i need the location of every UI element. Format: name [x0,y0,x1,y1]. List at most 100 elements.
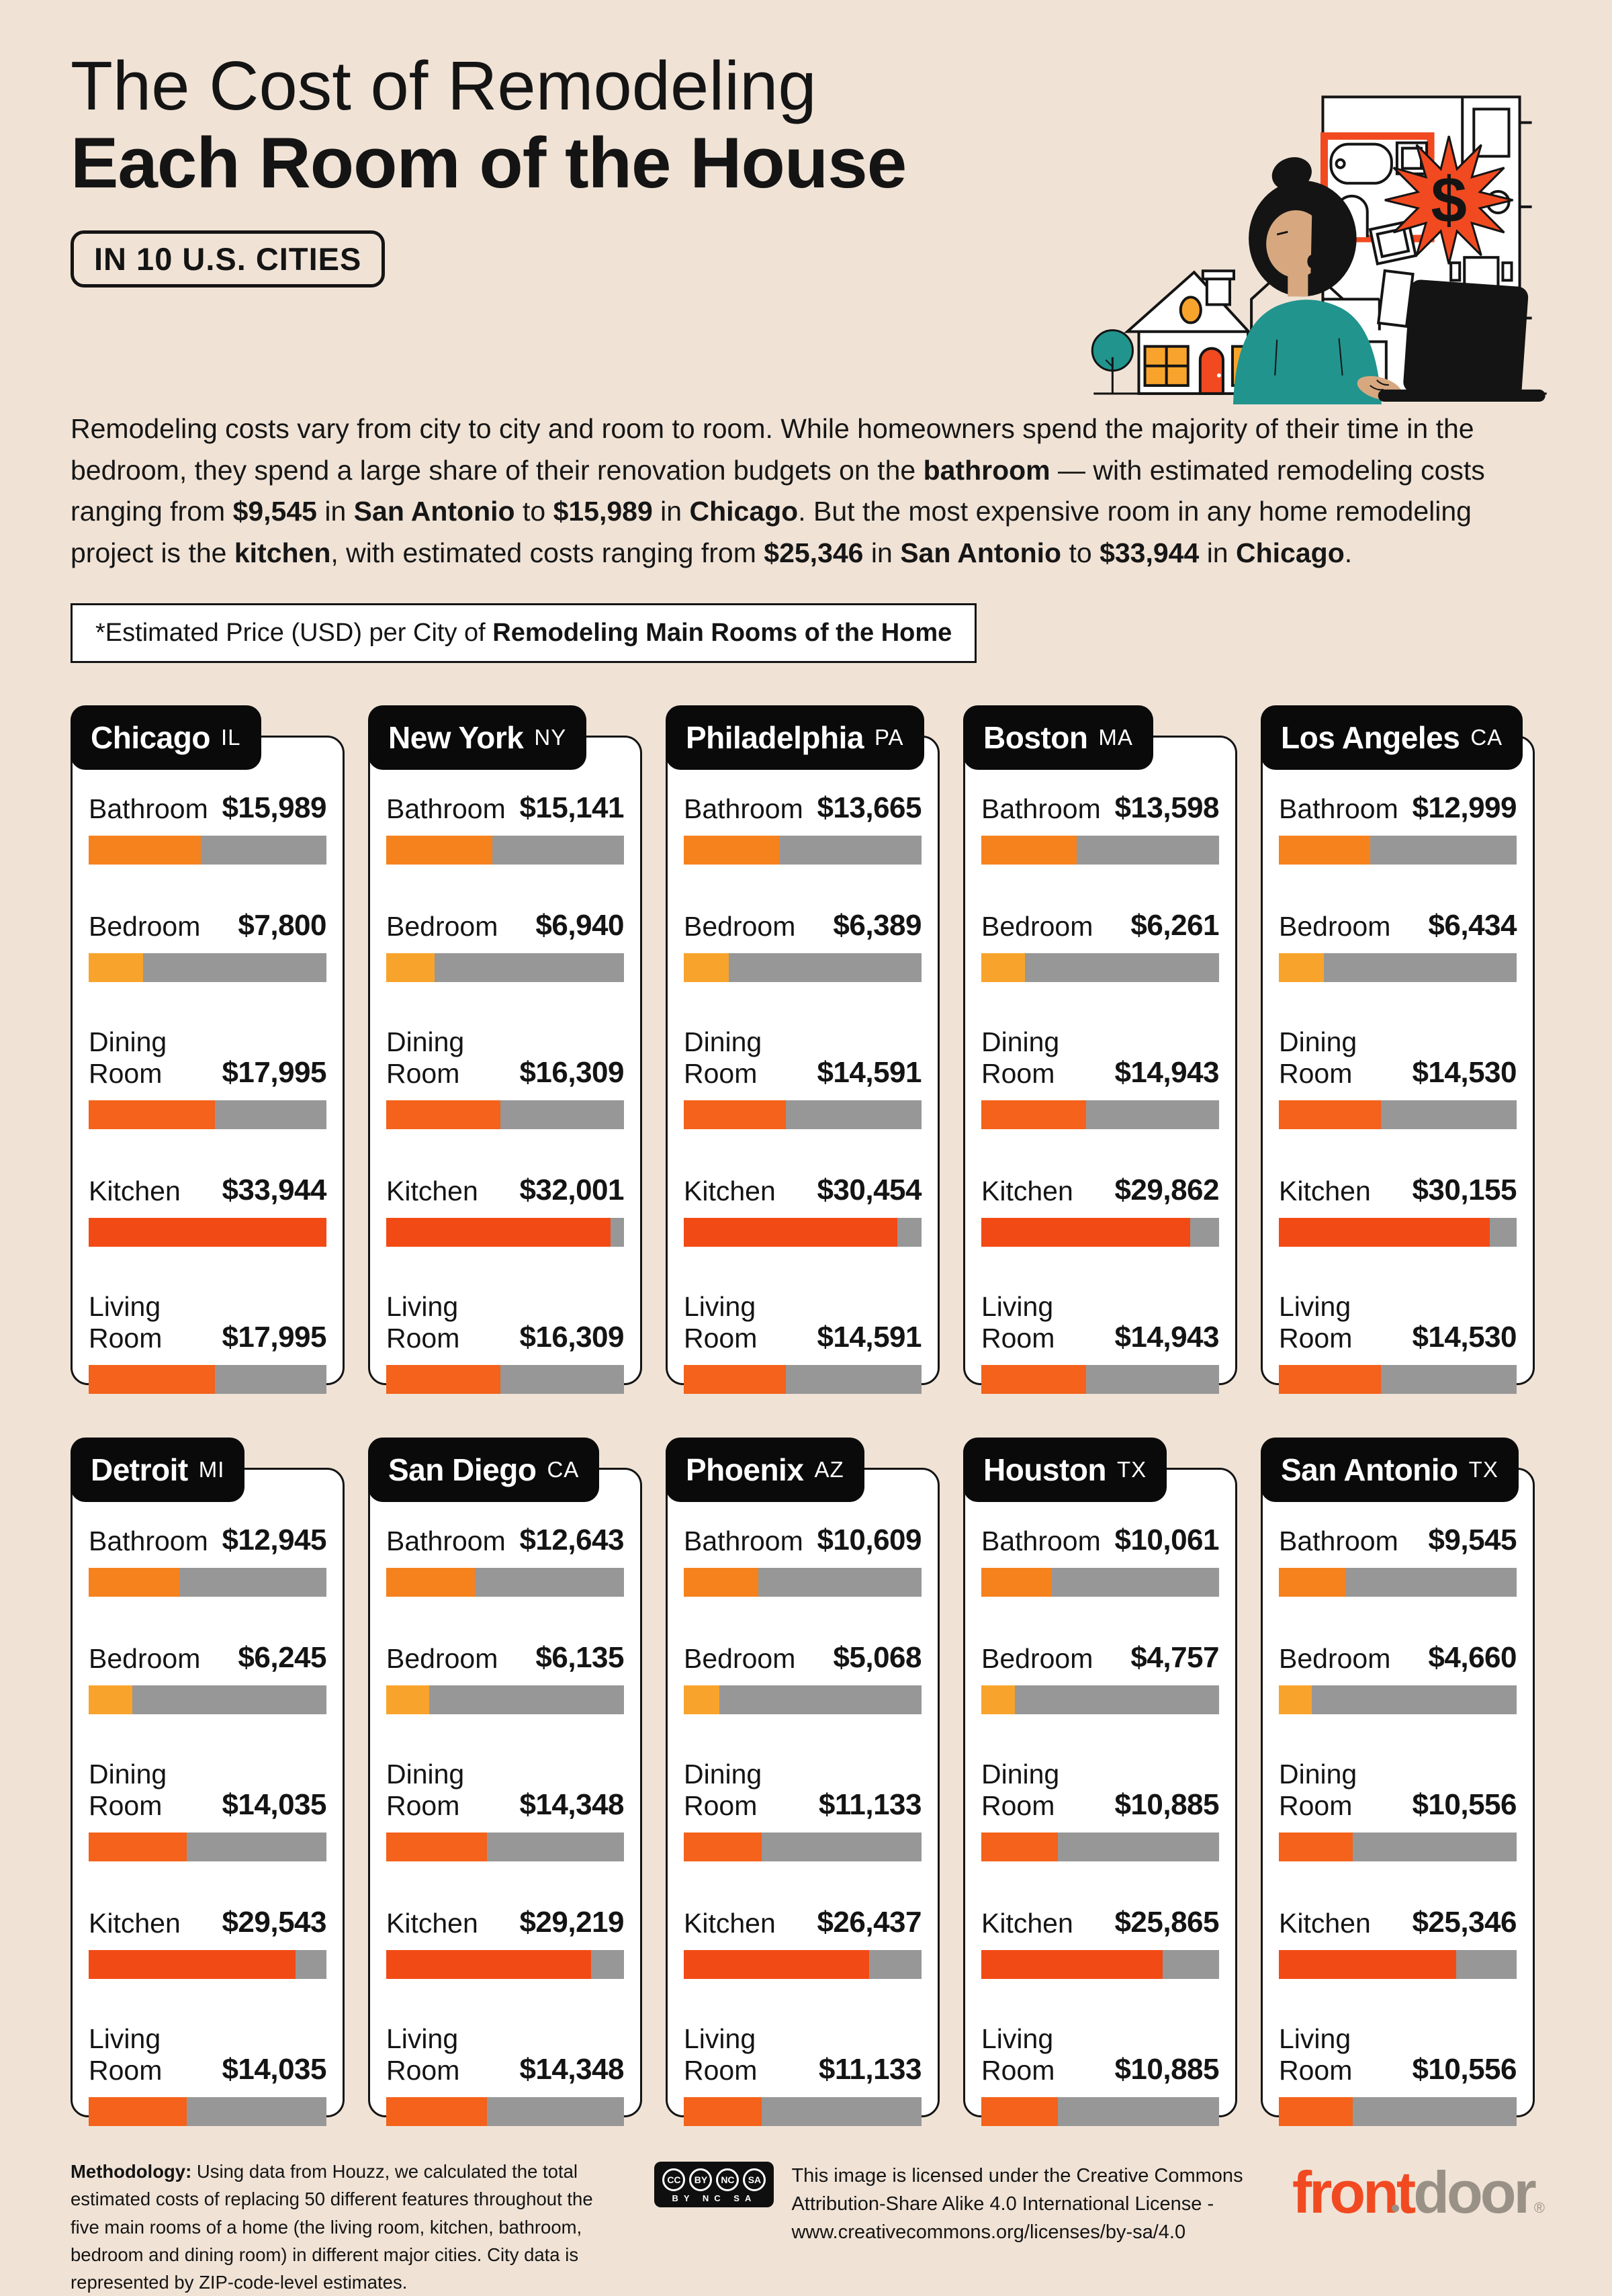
cost-bar [386,1100,624,1129]
room-label: Dining Room [89,1759,167,1821]
room-label: Bedroom [1279,1643,1391,1674]
card-rooms: Bathroom $13,665 Bedroom $6,389 Dining R… [684,791,922,1394]
cost-bar [89,2097,326,2126]
room-row: Dining Room $17,995 [89,1026,326,1129]
room-label: Dining Room [981,1759,1060,1821]
room-label: Dining Room [684,1759,762,1821]
cost-bar [684,1100,922,1129]
room-label: Bathroom [981,793,1101,824]
cost-bar [89,953,326,982]
cost-bar [89,1100,326,1129]
city-name: Philadelphia [686,720,864,755]
cost-bar-fill [1279,1950,1457,1979]
room-price: $12,999 [1412,791,1517,824]
cards-grid: Chicago IL Bathroom $15,989 Bedroom $7,8… [71,705,1548,2126]
room-price: $15,141 [519,791,624,824]
license-block: CC BY NC SA BY NC SA This image is licensed… [654,2162,1245,2246]
methodology-label: Methodology: [71,2161,192,2182]
room-price: $6,135 [535,1641,624,1674]
cost-bar-fill [981,1568,1052,1597]
room-label: Dining Room [89,1026,167,1089]
cc-sa-icon: SA [743,2168,766,2191]
cost-bar [89,1365,326,1394]
room-price: $7,800 [238,909,326,942]
cost-bar [684,1833,922,1861]
cc-icons: CC BY NC SA [662,2168,766,2191]
subtitle-badge: IN 10 U.S. CITIES [71,230,386,288]
cost-bar-fill [981,1685,1015,1714]
room-price: $10,061 [1114,1524,1219,1556]
room-row: Bathroom $13,665 [684,791,922,865]
frontdoor-logo: frontdoor® [1292,2163,1545,2222]
cost-bar [89,1568,326,1597]
cost-bar-fill [386,2097,487,2126]
room-price: $25,346 [1412,1906,1517,1939]
room-label: Kitchen [89,1176,181,1206]
room-label: Living Room [386,2023,460,2086]
picture-frames [1368,220,1418,328]
city-name: Boston [983,720,1088,755]
city-card-header: Chicago IL [71,705,261,770]
room-price: $29,862 [1114,1174,1219,1206]
cost-bar [981,836,1219,865]
room-label: Kitchen [1279,1908,1371,1939]
room-label: Living Room [89,2023,163,2086]
cost-bar-fill [386,1218,611,1247]
room-row: Bedroom $7,800 [89,909,326,982]
dollar-starburst-icon: $ [1384,136,1513,265]
room-label: Bedroom [684,911,796,942]
cost-bar [386,836,624,865]
cost-bar-fill [684,836,780,865]
room-row: Kitchen $29,543 [89,1906,326,1979]
room-label: Bathroom [981,1526,1101,1556]
room-price: $16,309 [519,1056,624,1089]
cost-bar-fill [981,953,1026,982]
city-name: Chicago [91,720,210,755]
room-label: Dining Room [981,1026,1060,1089]
city-card-header: San Antonio TX [1261,1438,1519,1502]
city-state: PA [874,725,904,750]
room-label: Kitchen [386,1176,478,1206]
room-price: $6,434 [1428,909,1517,942]
room-row: Living Room $14,530 [1279,1291,1517,1394]
room-price: $11,133 [818,1788,922,1821]
room-price: $14,035 [222,1788,326,1821]
cost-bar-fill [684,2097,762,2126]
page-title-line1: The Cost of Remodeling [71,47,817,124]
city-card-header: San Diego CA [368,1438,600,1502]
room-price: $14,591 [817,1056,922,1089]
room-price: $12,643 [519,1524,624,1556]
cc-license-badge: CC BY NC SA BY NC SA [654,2162,774,2207]
room-label: Living Room [386,1291,460,1354]
room-price: $6,261 [1130,909,1219,942]
city-name: San Diego [388,1452,537,1487]
cost-bar-fill [89,1833,187,1861]
cost-bar-fill [981,1833,1058,1861]
cost-bar-fill [684,1685,719,1714]
cost-bar [684,1685,922,1714]
cost-bar [89,836,326,865]
room-price: $25,865 [1114,1906,1219,1939]
city-state: NY [534,725,567,750]
room-label: Kitchen [981,1176,1073,1206]
room-price: $30,454 [817,1174,922,1206]
room-price: $14,943 [1114,1056,1219,1089]
cost-bar-fill [386,1100,501,1129]
cost-bar-fill [1279,1685,1312,1714]
cost-bar-fill [1279,1100,1381,1129]
room-label: Kitchen [386,1908,478,1939]
room-row: Dining Room $10,885 [981,1759,1219,1861]
room-row: Kitchen $30,454 [684,1174,922,1247]
room-price: $14,348 [519,1788,624,1821]
room-row: Dining Room $14,035 [89,1759,326,1861]
cost-bar-fill [89,2097,187,2126]
room-row: Bathroom $15,989 [89,791,326,865]
cost-bar [386,2097,624,2126]
room-row: Dining Room $16,309 [386,1026,624,1129]
cost-bar [981,1218,1219,1247]
room-label: Living Room [981,1291,1055,1354]
room-row: Dining Room $14,348 [386,1759,624,1861]
room-label: Living Room [981,2023,1055,2086]
city-name: Detroit [91,1452,188,1487]
